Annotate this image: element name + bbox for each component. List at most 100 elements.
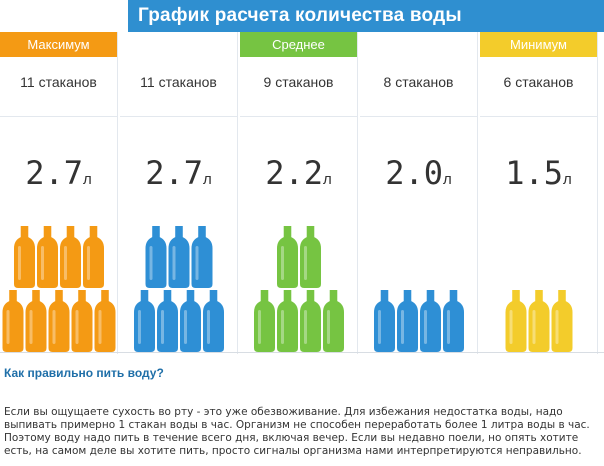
bottle-icon: [37, 226, 59, 288]
bottle-icon: [14, 226, 35, 288]
bottle-icon: [191, 226, 213, 288]
page-title: График расчета количества воды: [138, 5, 462, 26]
volume-unit: л: [443, 171, 452, 188]
column-average: Среднее 9 стаканов 2.2л: [240, 32, 358, 354]
bottle-highlight: [149, 246, 153, 280]
bottle-highlight: [98, 310, 102, 344]
bottle-icon: [60, 226, 81, 288]
bottles-graphic: [505, 290, 573, 352]
bottle-highlight: [281, 246, 284, 280]
glass-count: 11 стаканов: [140, 74, 217, 90]
volume-number: 1.5: [505, 154, 564, 192]
bottle-icon: [505, 290, 527, 352]
page-header: График расчета количества воды: [0, 0, 604, 32]
bottle-icon: [277, 226, 298, 288]
volume-value: 1.5л: [480, 154, 597, 192]
bottles-graphic: [134, 226, 224, 352]
bottle-icon: [2, 290, 24, 352]
bottle-icon: [48, 290, 70, 352]
volume-value: 2.7л: [0, 154, 117, 192]
bottle-highlight: [401, 310, 404, 344]
bottle-icon: [254, 290, 275, 352]
divider: [0, 116, 117, 117]
column-max: Максимум 11 стаканов 2.7л: [0, 32, 118, 354]
article-question: Как правильно пить воду?: [4, 366, 164, 380]
column-4: 8 стаканов 2.0л: [360, 32, 478, 354]
column-label: [120, 32, 237, 57]
bottle-icon: [300, 290, 321, 352]
glass-count: 6 стаканов: [503, 74, 574, 90]
bottle-highlight: [532, 310, 536, 344]
bottle-icon: [203, 290, 224, 352]
bottle-icon: [145, 226, 167, 288]
bottle-icon: [83, 226, 104, 288]
volume-number: 2.0: [385, 154, 444, 192]
bottle-highlight: [447, 310, 450, 344]
volume-unit: л: [203, 171, 212, 188]
bottle-highlight: [75, 310, 79, 344]
bottle-highlight: [555, 310, 559, 344]
bottle-icon: [443, 290, 464, 352]
volume-value: 2.2л: [240, 154, 357, 192]
bottle-icon: [551, 290, 573, 352]
bottles-graphic: [374, 290, 464, 352]
volume-number: 2.7: [145, 154, 204, 192]
glass-count: 8 стаканов: [383, 74, 454, 90]
bottle-highlight: [172, 246, 176, 280]
volume-unit: л: [83, 171, 92, 188]
bottle-icon: [323, 290, 344, 352]
bottle-highlight: [161, 310, 164, 344]
bottle-icon: [374, 290, 395, 352]
column-label: Минимум: [480, 32, 597, 57]
bottle-highlight: [6, 310, 10, 344]
column-label: [360, 32, 477, 57]
bottle-highlight: [52, 310, 56, 344]
bottle-icon: [25, 290, 47, 352]
bottle-icon: [157, 290, 178, 352]
bottle-highlight: [29, 310, 33, 344]
bottle-highlight: [304, 246, 307, 280]
grid-bottom-divider: [0, 352, 604, 353]
water-grid: Максимум 11 стаканов 2.7л 11 стаканов 2.…: [0, 32, 604, 354]
bottle-icon: [168, 226, 190, 288]
volume-number: 2.7: [25, 154, 84, 192]
bottle-highlight: [87, 246, 90, 280]
bottle-highlight: [184, 310, 187, 344]
volume-value: 2.0л: [360, 154, 477, 192]
divider: [360, 116, 477, 117]
column-label: Среднее: [240, 32, 357, 57]
column-2: 11 стаканов 2.7л: [120, 32, 238, 354]
bottle-highlight: [41, 246, 44, 280]
bottle-icon: [420, 290, 441, 352]
bottle-highlight: [138, 310, 141, 344]
bottle-highlight: [304, 310, 307, 344]
divider: [120, 116, 237, 117]
bottle-icon: [134, 290, 155, 352]
article-text: Если вы ощущаете сухость во рту - это уж…: [4, 406, 590, 457]
bottle-highlight: [424, 310, 427, 344]
bottle-icon: [94, 290, 116, 352]
volume-number: 2.2: [265, 154, 324, 192]
bottle-highlight: [281, 310, 284, 344]
bottle-icon: [180, 290, 201, 352]
volume-value: 2.7л: [120, 154, 237, 192]
bottle-highlight: [327, 310, 330, 344]
bottle-icon: [397, 290, 418, 352]
volume-unit: л: [323, 171, 332, 188]
bottle-highlight: [378, 310, 381, 344]
bottle-highlight: [195, 246, 199, 280]
bottle-icon: [277, 290, 298, 352]
bottle-highlight: [207, 310, 210, 344]
bottle-icon: [528, 290, 550, 352]
divider: [480, 116, 597, 117]
bottle-icon: [71, 290, 93, 352]
volume-unit: л: [563, 171, 572, 188]
bottle-highlight: [18, 246, 21, 280]
bottles-graphic: [254, 226, 344, 352]
bottle-highlight: [509, 310, 513, 344]
glass-count: 9 стаканов: [263, 74, 334, 90]
glass-count: 11 стаканов: [20, 74, 97, 90]
header-blank: [0, 0, 128, 32]
bottle-highlight: [258, 310, 261, 344]
column-label: Максимум: [0, 32, 117, 57]
